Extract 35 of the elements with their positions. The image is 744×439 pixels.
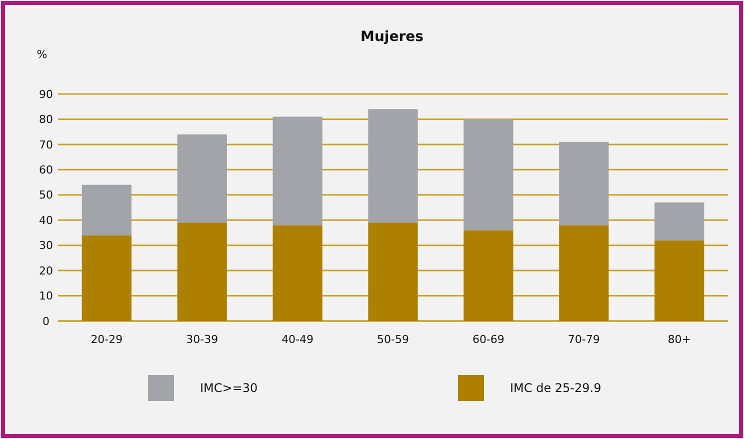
bar — [464, 230, 514, 321]
bar — [177, 134, 227, 223]
x-tick-label: 40-49 — [282, 333, 314, 346]
bar — [368, 222, 418, 321]
y-tick-label: 40 — [39, 214, 53, 227]
bar — [272, 225, 322, 321]
y-tick-label: 10 — [39, 290, 53, 303]
bar — [464, 119, 514, 230]
x-tick-label: 50-59 — [377, 333, 409, 346]
bar — [272, 116, 322, 226]
x-tick-label: 30-39 — [186, 333, 218, 346]
y-tick-label: 30 — [39, 239, 53, 252]
y-tick-label: 90 — [39, 88, 53, 101]
y-tick-label: 50 — [39, 188, 53, 202]
bar — [368, 109, 418, 223]
x-tick-label: 60-69 — [472, 333, 504, 346]
legend-label: IMC>=30 — [200, 381, 258, 396]
y-axis-title: % — [36, 48, 48, 61]
y-tick-label: 0 — [42, 314, 50, 328]
bar — [177, 222, 227, 321]
x-tick-label: 70-79 — [568, 333, 600, 346]
y-tick-label: 80 — [39, 113, 53, 126]
y-tick-label: 60 — [39, 164, 53, 177]
x-tick-label: 20-29 — [90, 333, 123, 346]
bar — [654, 240, 704, 321]
x-tick-label: 80+ — [668, 333, 691, 346]
bar — [559, 225, 609, 321]
y-tick-label: 20 — [39, 264, 53, 278]
bar — [82, 235, 132, 321]
bar — [559, 142, 609, 226]
legend-label: IMC de 25-29.9 — [510, 381, 602, 396]
chart-title: Mujeres — [360, 29, 424, 45]
bar — [82, 184, 132, 236]
y-tick-label: 70 — [39, 138, 53, 152]
bar — [654, 202, 704, 240]
